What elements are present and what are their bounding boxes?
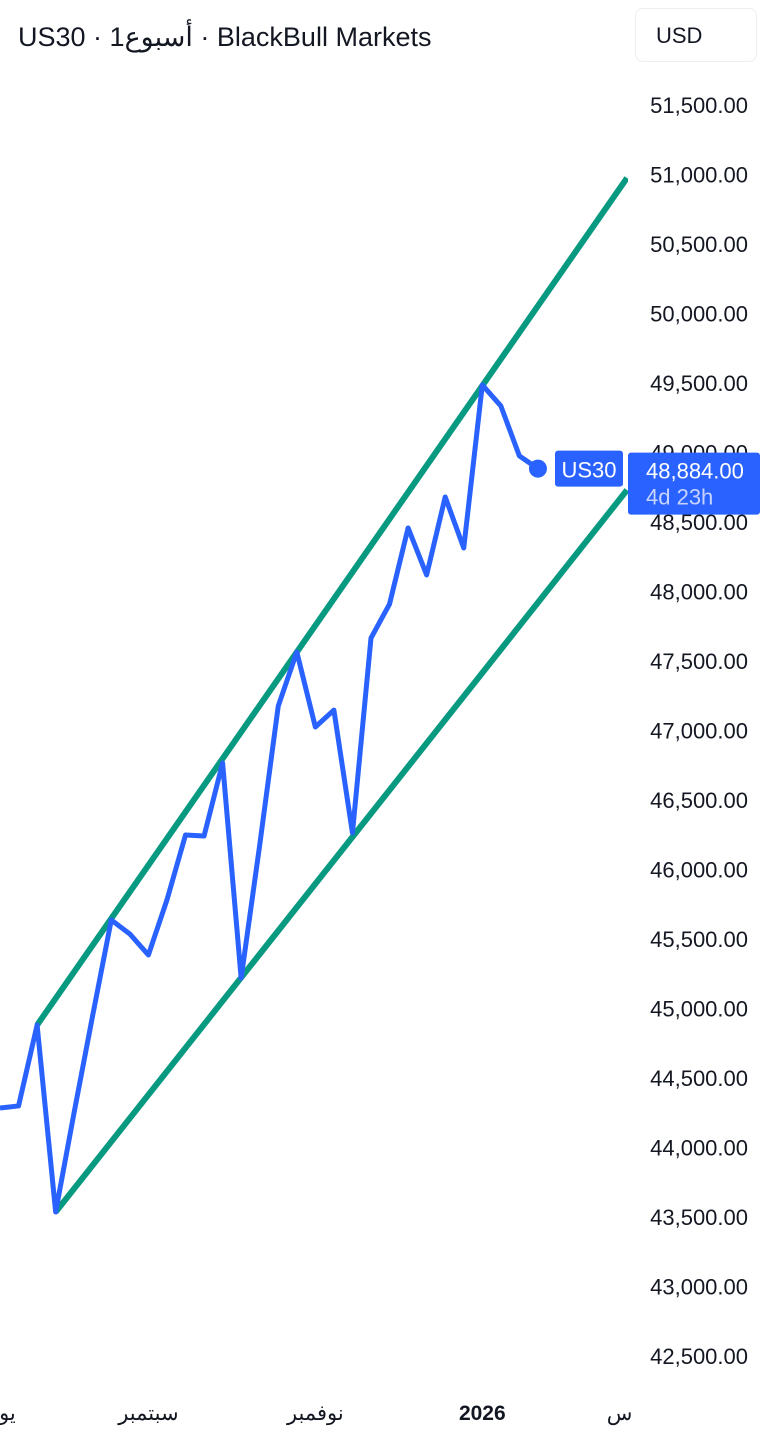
y-tick-label: 44,500.00 [650, 1066, 748, 1091]
y-tick-label: 42,500.00 [650, 1344, 748, 1369]
last-point-marker [528, 459, 547, 478]
y-tick-label: 47,500.00 [650, 649, 748, 674]
x-tick-label: س [607, 1402, 633, 1426]
y-tick-label: 43,500.00 [650, 1205, 748, 1230]
x-tick-label: نوفمبر [286, 1402, 344, 1426]
bar-countdown: 4d 23h [646, 485, 713, 510]
y-tick-label: 49,500.00 [650, 371, 748, 396]
y-tick-label: 45,000.00 [650, 997, 748, 1022]
y-tick-label: 51,000.00 [650, 163, 748, 188]
y-tick-label: 45,500.00 [650, 927, 748, 952]
y-tick-label: 47,000.00 [650, 719, 748, 744]
y-tick-label: 51,500.00 [650, 93, 748, 118]
y-tick-label: 50,000.00 [650, 302, 748, 327]
price-line [0, 382, 540, 1215]
chart-title: US30 · 1أسبوع · BlackBull Markets [18, 22, 432, 52]
x-tick-label: سبتمبر [117, 1402, 178, 1426]
y-tick-label: 48,000.00 [650, 580, 748, 605]
y-tick-label: 44,000.00 [650, 1136, 748, 1161]
y-tick-label: 43,000.00 [650, 1275, 748, 1300]
y-tick-label: 46,000.00 [650, 858, 748, 883]
channel-lower-line[interactable] [53, 488, 628, 1214]
last-price-box [628, 452, 760, 515]
symbol-label-box [555, 450, 623, 487]
y-tick-label: 46,500.00 [650, 788, 748, 813]
channel-upper-line[interactable] [34, 176, 628, 1027]
currency-button[interactable]: USD [635, 8, 757, 62]
last-price-value: 48,884.00 [646, 459, 744, 484]
symbol-label: US30 [561, 458, 616, 483]
y-tick-label: 50,500.00 [650, 232, 748, 257]
x-tick-label: 2026 [459, 1402, 506, 1425]
x-tick-label: يو [0, 1402, 16, 1426]
